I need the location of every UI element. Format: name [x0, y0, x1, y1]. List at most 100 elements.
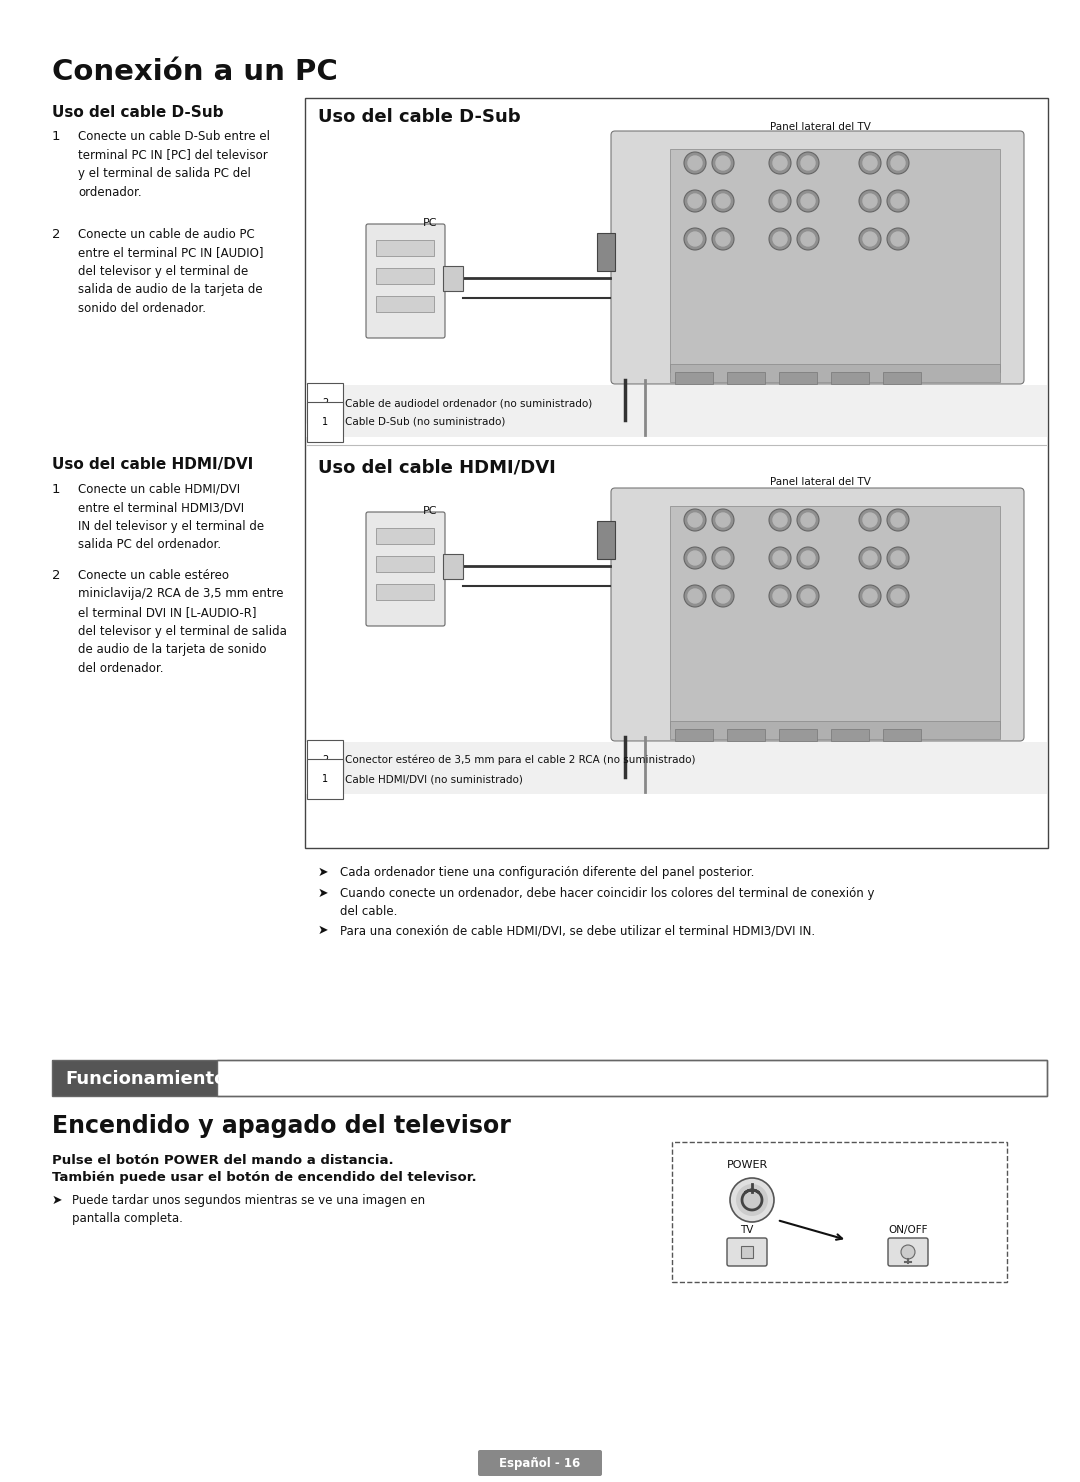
Bar: [443, 265, 463, 290]
Text: 1: 1: [52, 483, 60, 496]
Circle shape: [891, 194, 905, 207]
Circle shape: [859, 547, 881, 569]
Bar: [831, 729, 869, 741]
Circle shape: [716, 551, 730, 565]
Circle shape: [801, 156, 815, 170]
Circle shape: [769, 547, 791, 569]
Circle shape: [769, 585, 791, 608]
Circle shape: [716, 233, 730, 246]
Bar: [670, 150, 1000, 372]
Bar: [52, 1060, 217, 1097]
Circle shape: [688, 156, 702, 170]
Circle shape: [891, 233, 905, 246]
Circle shape: [769, 228, 791, 250]
Circle shape: [797, 508, 819, 531]
Bar: [675, 372, 713, 384]
Text: Uso del cable HDMI/DVI: Uso del cable HDMI/DVI: [318, 459, 556, 477]
Bar: [727, 372, 765, 384]
Text: Cuando conecte un ordenador, debe hacer coincidir los colores del terminal de co: Cuando conecte un ordenador, debe hacer …: [340, 888, 875, 917]
Bar: [831, 372, 869, 384]
Bar: [306, 385, 1047, 437]
Circle shape: [712, 153, 734, 173]
Text: PC: PC: [422, 505, 437, 516]
Circle shape: [891, 513, 905, 528]
Circle shape: [801, 513, 815, 528]
Bar: [376, 296, 434, 313]
Circle shape: [773, 588, 787, 603]
Text: 2: 2: [52, 569, 60, 582]
Circle shape: [716, 156, 730, 170]
Circle shape: [859, 508, 881, 531]
Circle shape: [863, 513, 877, 528]
FancyBboxPatch shape: [611, 130, 1024, 384]
Circle shape: [797, 547, 819, 569]
Bar: [306, 742, 1047, 794]
Circle shape: [688, 233, 702, 246]
Text: Uso del cable HDMI/DVI: Uso del cable HDMI/DVI: [52, 456, 253, 471]
FancyBboxPatch shape: [366, 511, 445, 625]
Text: Conecte un cable de audio PC
entre el terminal PC IN [AUDIO]
del televisor y el : Conecte un cable de audio PC entre el te…: [78, 228, 264, 316]
Circle shape: [863, 156, 877, 170]
Circle shape: [773, 233, 787, 246]
Circle shape: [859, 228, 881, 250]
Circle shape: [863, 194, 877, 207]
Text: Pulse el botón POWER del mando a distancia.: Pulse el botón POWER del mando a distanc…: [52, 1154, 393, 1166]
Text: Para una conexión de cable HDMI/DVI, se debe utilizar el terminal HDMI3/DVI IN.: Para una conexión de cable HDMI/DVI, se …: [340, 923, 815, 937]
Circle shape: [887, 547, 909, 569]
Bar: [670, 505, 1000, 729]
Circle shape: [797, 585, 819, 608]
Bar: [883, 729, 921, 741]
Circle shape: [712, 585, 734, 608]
Circle shape: [797, 228, 819, 250]
Circle shape: [891, 588, 905, 603]
Text: Uso del cable D-Sub: Uso del cable D-Sub: [52, 105, 224, 120]
Text: Puede tardar unos segundos mientras se ve una imagen en
pantalla completa.: Puede tardar unos segundos mientras se v…: [72, 1194, 426, 1226]
Bar: [597, 233, 615, 271]
Circle shape: [730, 1178, 774, 1223]
Text: ➤: ➤: [318, 923, 328, 937]
Bar: [376, 584, 434, 600]
Circle shape: [887, 153, 909, 173]
Text: ➤: ➤: [52, 1194, 63, 1206]
Bar: [727, 729, 765, 741]
Circle shape: [684, 190, 706, 212]
Circle shape: [769, 190, 791, 212]
Circle shape: [863, 588, 877, 603]
Circle shape: [769, 153, 791, 173]
Bar: [217, 1060, 1047, 1097]
FancyBboxPatch shape: [727, 1237, 767, 1266]
Text: Conexión a un PC: Conexión a un PC: [52, 58, 338, 86]
Circle shape: [859, 190, 881, 212]
FancyBboxPatch shape: [366, 224, 445, 338]
Circle shape: [859, 585, 881, 608]
Circle shape: [688, 194, 702, 207]
Text: Uso del cable D-Sub: Uso del cable D-Sub: [318, 108, 521, 126]
Circle shape: [716, 513, 730, 528]
Text: 2: 2: [322, 754, 328, 765]
Circle shape: [712, 190, 734, 212]
FancyBboxPatch shape: [888, 1237, 928, 1266]
Bar: [779, 729, 816, 741]
Text: Conector estéreo de 3,5 mm para el cable 2 RCA (no suministrado): Conector estéreo de 3,5 mm para el cable…: [345, 754, 696, 765]
Circle shape: [712, 228, 734, 250]
Bar: [52, 1060, 1047, 1097]
Circle shape: [684, 547, 706, 569]
Text: 1: 1: [322, 774, 328, 784]
Text: 1: 1: [52, 130, 60, 142]
Text: ➤: ➤: [318, 888, 328, 900]
Circle shape: [716, 588, 730, 603]
Circle shape: [887, 508, 909, 531]
Bar: [376, 556, 434, 572]
Bar: [376, 268, 434, 285]
Circle shape: [863, 233, 877, 246]
Circle shape: [716, 194, 730, 207]
Circle shape: [887, 190, 909, 212]
Circle shape: [801, 233, 815, 246]
Circle shape: [801, 588, 815, 603]
Bar: [376, 240, 434, 256]
Text: Panel lateral del TV: Panel lateral del TV: [770, 477, 870, 488]
Circle shape: [891, 551, 905, 565]
Bar: [376, 528, 434, 544]
Bar: [741, 1246, 753, 1258]
Text: ON/OFF: ON/OFF: [888, 1226, 928, 1235]
